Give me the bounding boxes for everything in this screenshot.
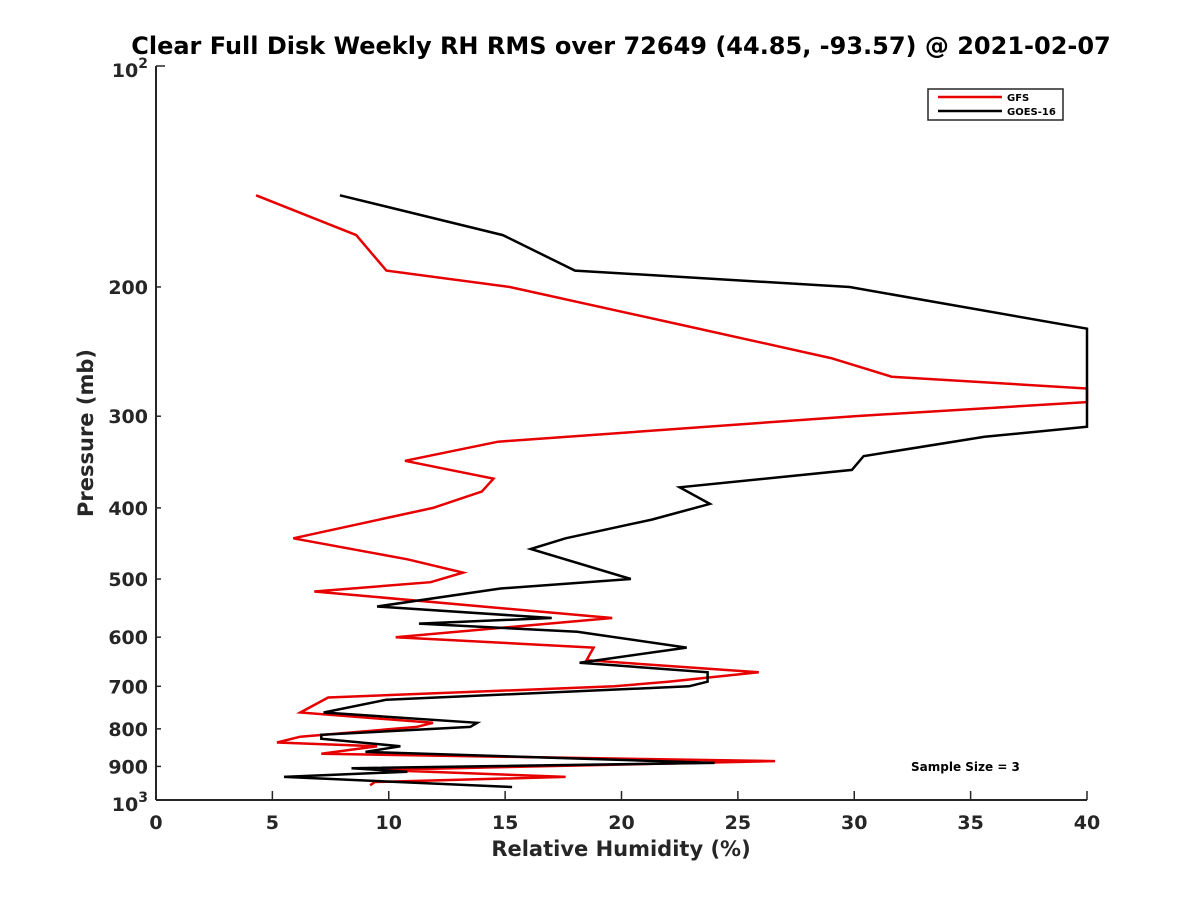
y-tick-label-top: 102 [112, 56, 148, 82]
y-tick-label: 800 [108, 719, 148, 741]
x-ticks: 0 5 10 15 20 25 30 35 40 [149, 791, 1100, 834]
series-layer [255, 194, 1089, 789]
y-tick-label-bottom: 103 [112, 790, 148, 816]
series-line-goes16 [283, 194, 1089, 789]
x-tick-label: 30 [841, 812, 867, 834]
x-tick-label: 15 [492, 812, 518, 834]
x-tick-label: 10 [376, 812, 402, 834]
series-line-gfs [255, 194, 1089, 787]
x-tick-label: 25 [725, 812, 751, 834]
plot-area: 0 5 10 15 20 25 30 35 40 200 300 400 500 600 700 800 90… [108, 56, 1100, 834]
sample-size-annotation: Sample Size = 3 [911, 760, 1020, 774]
chart-title: Clear Full Disk Weekly RH RMS over 72649… [131, 32, 1111, 60]
legend-label-gfs: GFS [1007, 93, 1029, 104]
y-tick-label: 200 [108, 277, 148, 299]
y-tick-label: 600 [108, 627, 148, 649]
x-tick-label: 40 [1074, 812, 1100, 834]
y-ticks: 200 300 400 500 600 700 800 900 [108, 65, 165, 801]
x-tick-label: 0 [149, 812, 162, 834]
legend-label-goes16: GOES-16 [1007, 107, 1056, 118]
x-axis-label: Relative Humidity (%) [491, 837, 750, 861]
x-tick-label: 35 [957, 812, 983, 834]
y-tick-label: 300 [108, 406, 148, 428]
y-tick-label: 500 [108, 569, 148, 591]
y-tick-label: 400 [108, 498, 148, 520]
y-tick-label: 900 [108, 756, 148, 778]
x-tick-label: 5 [266, 812, 279, 834]
legend-box [927, 88, 1064, 121]
legend: GFS GOES-16 [927, 88, 1064, 121]
y-tick-label: 700 [108, 676, 148, 698]
y-axis-label: Pressure (mb) [74, 349, 98, 517]
x-tick-label: 20 [608, 812, 634, 834]
